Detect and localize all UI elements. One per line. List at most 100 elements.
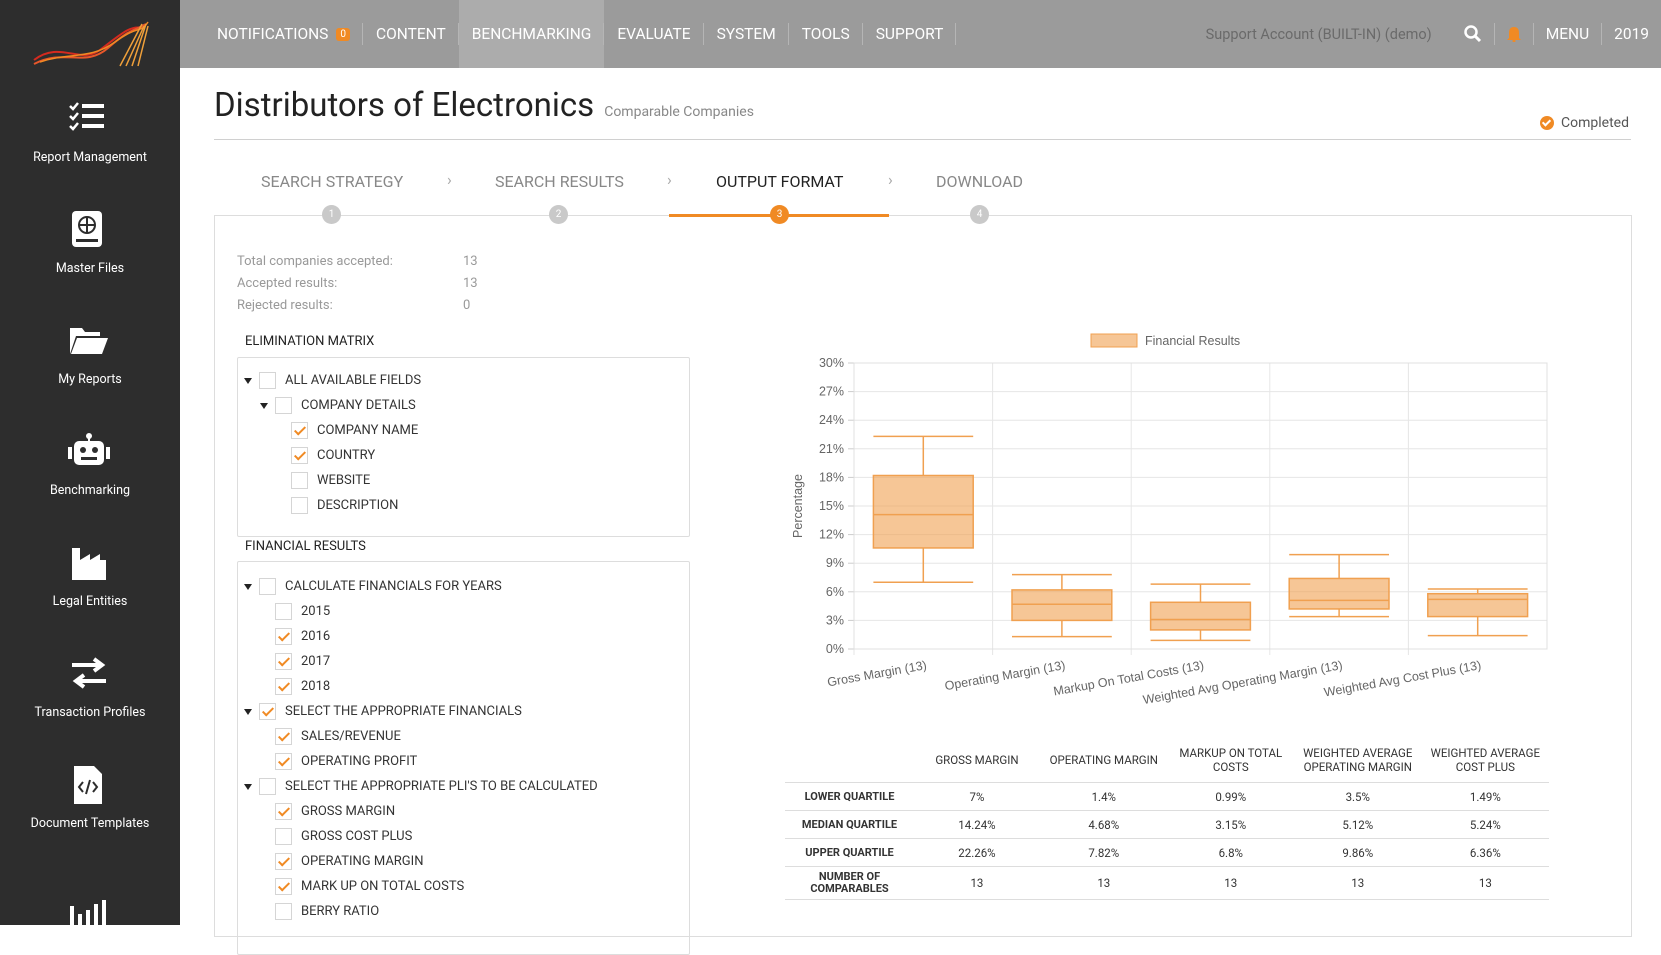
search-icon[interactable] xyxy=(1452,23,1494,45)
step-label[interactable]: OUTPUT FORMAT xyxy=(716,172,844,191)
box xyxy=(1011,589,1113,622)
sidebar-icon xyxy=(70,328,108,354)
step-label[interactable]: SEARCH STRATEGY xyxy=(261,172,404,191)
tree-row: WEBSITE xyxy=(238,468,689,493)
nav-item[interactable]: BENCHMARKING xyxy=(458,0,605,68)
nav-item[interactable]: SUPPORT xyxy=(863,0,957,68)
stat-label: Rejected results: xyxy=(237,298,333,313)
step-label[interactable]: SEARCH RESULTS xyxy=(495,172,624,191)
y-tick-label: 27% xyxy=(819,385,844,399)
sidebar-item[interactable]: Master Files xyxy=(0,211,180,322)
legend-swatch xyxy=(1090,333,1138,348)
sidebar-item[interactable]: My Reports xyxy=(0,322,180,433)
table-row: LOWER QUARTILE 7% 1.4% 0.99% 3.5% 1.49% xyxy=(785,782,1549,811)
nav-item[interactable]: EVALUATE xyxy=(604,0,704,68)
table-cell: 22.26% xyxy=(914,838,1040,867)
checkbox[interactable] xyxy=(275,628,292,645)
x-tick-label: Gross Margin (13) xyxy=(826,658,928,689)
checkbox[interactable] xyxy=(259,578,276,595)
box xyxy=(1427,592,1529,618)
table-cell: 13 xyxy=(1421,866,1549,900)
sidebar-label: Document Templates xyxy=(30,816,150,831)
account[interactable]: Support Account (BUILT-IN) (demo) xyxy=(1205,25,1432,43)
checkbox[interactable] xyxy=(275,828,292,845)
step-number: 1 xyxy=(322,205,341,224)
tree-row: DESCRIPTION xyxy=(238,493,689,518)
tree-row: MARK UP ON TOTAL COSTS xyxy=(238,874,689,899)
status: Completed xyxy=(1540,115,1629,131)
expand-caret[interactable] xyxy=(244,377,252,384)
table-cell: 1.49% xyxy=(1421,782,1549,811)
expand-caret[interactable] xyxy=(260,402,268,409)
tree-row: COMPANY DETAILS xyxy=(238,393,689,418)
checkbox[interactable] xyxy=(259,703,276,720)
top-bar: NOTIFICATIONS 0 CONTENT BENCHMARKING EVALUAT… xyxy=(180,0,1661,68)
logo[interactable] xyxy=(30,20,150,70)
checkbox[interactable] xyxy=(275,397,292,414)
checkbox[interactable] xyxy=(275,753,292,770)
stat-label: Total companies accepted: xyxy=(237,254,393,269)
chevron: › xyxy=(447,170,452,189)
checkbox[interactable] xyxy=(291,472,308,489)
tree-row: 2015 xyxy=(238,599,689,624)
tree-row: GROSS COST PLUS xyxy=(238,824,689,849)
sidebar-icon xyxy=(72,657,106,689)
box-group xyxy=(1427,588,1529,637)
tree-row: COMPANY NAME xyxy=(238,418,689,443)
nav-item[interactable]: CONTENT xyxy=(363,0,459,68)
section-title: ELIMINATION MATRIX xyxy=(245,334,375,349)
sidebar-item[interactable]: Report Management xyxy=(0,100,180,211)
sidebar-item[interactable]: Benchmarking xyxy=(0,433,180,544)
checkbox[interactable] xyxy=(275,803,292,820)
row-label: MEDIAN QUARTILE xyxy=(785,810,914,839)
table-cell: 4.68% xyxy=(1039,810,1168,839)
nav-item[interactable]: TOOLS xyxy=(789,0,863,68)
checkbox[interactable] xyxy=(259,372,276,389)
tree-label: SELECT THE APPROPRIATE FINANCIALS xyxy=(285,704,522,719)
expand-caret[interactable] xyxy=(244,708,252,715)
sidebar-icon xyxy=(68,433,110,465)
tree-label: 2018 xyxy=(301,679,331,694)
y-tick-label: 0% xyxy=(826,642,844,656)
checkbox[interactable] xyxy=(275,878,292,895)
box-group xyxy=(872,435,974,584)
tree-row: BERRY RATIO xyxy=(238,899,689,924)
year[interactable]: 2019 xyxy=(1601,23,1661,45)
nav-item[interactable]: SYSTEM xyxy=(704,0,789,68)
checkbox[interactable] xyxy=(291,497,308,514)
nav-item[interactable]: NOTIFICATIONS 0 xyxy=(204,0,364,68)
table-cell: 13 xyxy=(1167,866,1294,900)
sidebar-item[interactable]: Legal Entities xyxy=(0,544,180,655)
table-row: UPPER QUARTILE 22.26% 7.82% 6.8% 9.86% 6.36% xyxy=(785,838,1549,867)
status-icon xyxy=(1540,116,1555,130)
main-nav: NOTIFICATIONS 0 CONTENT BENCHMARKING EVALUAT… xyxy=(204,0,957,68)
expand-caret[interactable] xyxy=(244,783,252,790)
checkbox[interactable] xyxy=(275,653,292,670)
stat-label: Accepted results: xyxy=(237,276,338,291)
checkbox[interactable] xyxy=(275,603,292,620)
bell-icon[interactable] xyxy=(1493,23,1533,45)
tree-label: SALES/REVENUE xyxy=(301,729,401,744)
checkbox[interactable] xyxy=(275,853,292,870)
menu-button[interactable]: MENU xyxy=(1532,23,1601,45)
checkbox[interactable] xyxy=(275,903,292,920)
y-tick-label: 9% xyxy=(826,556,844,570)
checkbox[interactable] xyxy=(259,778,276,795)
tree-label: 2015 xyxy=(301,604,331,619)
tree-row: SALES/REVENUE xyxy=(238,724,689,749)
table-cell: 3.15% xyxy=(1167,810,1294,839)
box xyxy=(1149,601,1252,631)
table-cell: 7% xyxy=(914,782,1040,811)
table-cell: 6.36% xyxy=(1421,838,1549,867)
y-tick-label: 24% xyxy=(819,413,844,427)
step-label[interactable]: DOWNLOAD xyxy=(936,172,1024,191)
checkbox[interactable] xyxy=(275,678,292,695)
sidebar-item[interactable]: Document Templates xyxy=(0,766,180,877)
sidebar-icon xyxy=(70,900,106,925)
checkbox[interactable] xyxy=(291,447,308,464)
sidebar-item[interactable]: Transaction Profiles xyxy=(0,655,180,766)
corner-cell xyxy=(785,738,914,783)
checkbox[interactable] xyxy=(291,422,308,439)
expand-caret[interactable] xyxy=(244,583,252,590)
checkbox[interactable] xyxy=(275,728,292,745)
